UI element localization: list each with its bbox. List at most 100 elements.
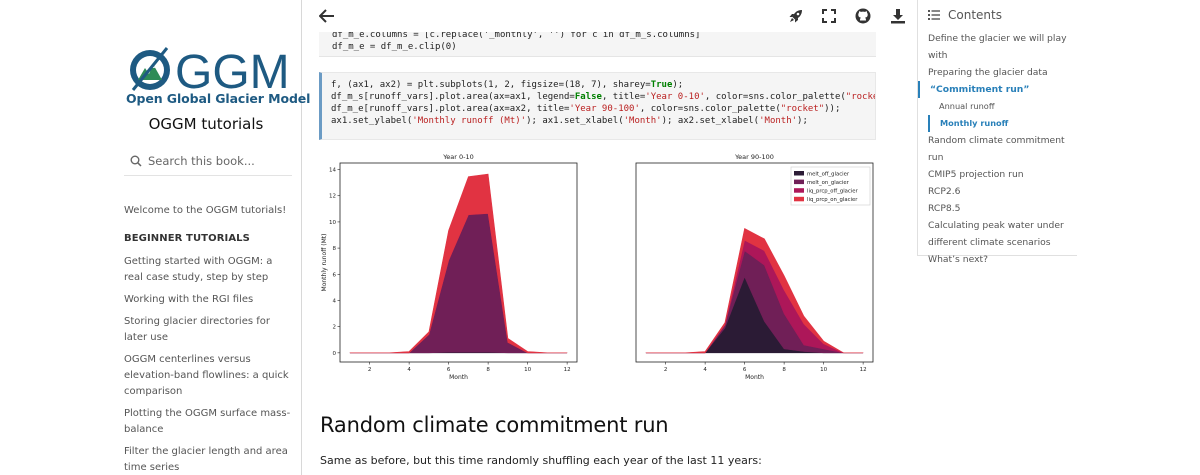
toc-item[interactable]: with: [928, 50, 948, 61]
code-token: df_m_e[runoff_vars].plot.area(ax=ax2, ti…: [331, 104, 570, 114]
code-token: ); ax2.set_xlabel(: [661, 116, 760, 126]
code-token: df_m_s[runoff_vars].plot.area(ax=ax1, le…: [331, 92, 575, 102]
legend-label: liq_prcp_off_glacier: [807, 189, 859, 195]
chart-title: Year 0-10: [442, 153, 474, 161]
x-tick-label: 6: [743, 367, 747, 373]
x-axis-label: Month: [449, 374, 468, 381]
x-tick-label: 8: [782, 367, 786, 373]
section-paragraph: Same as before, but this time randomly s…: [320, 454, 762, 467]
x-tick-label: 10: [524, 367, 531, 373]
code-line: df_m_e = df_m_e.clip(0): [332, 42, 457, 52]
code-token: 'Monthly runoff (Mt)': [412, 116, 527, 126]
oggm-logo[interactable]: GGM: [125, 38, 291, 108]
nav-item-storing-gdirs[interactable]: Storing glacier directories for later us…: [124, 316, 271, 343]
nav-item-centerlines[interactable]: OGGM centerlines versus elevation-band f…: [124, 354, 289, 397]
nav-section-beginner: BEGINNER TUTORIALS: [124, 233, 250, 244]
search-box[interactable]: [124, 146, 292, 176]
toc-item[interactable]: Monthly runoff: [928, 115, 1078, 132]
toc-item[interactable]: Calculating peak water under: [928, 220, 1064, 231]
github-icon[interactable]: [852, 5, 874, 27]
legend-label: melt_on_glacier: [807, 180, 850, 186]
x-tick-label: 8: [486, 367, 490, 373]
y-tick-label: 14: [329, 168, 336, 174]
code-token: "rocket": [780, 104, 825, 114]
y-tick-label: 6: [333, 272, 337, 278]
toc-item[interactable]: Preparing the glacier data: [928, 67, 1048, 78]
area-series-liq_prcp_on_glacier: [645, 228, 864, 354]
code-token: ));: [824, 104, 841, 114]
code-token: "rocket: [845, 92, 875, 102]
legend-label: melt_off_glacier: [807, 171, 850, 177]
search-icon: [130, 155, 142, 167]
legend-swatch: [794, 196, 804, 202]
rocket-icon[interactable]: [785, 5, 807, 27]
x-axis-label: Month: [745, 374, 764, 381]
toc-item[interactable]: RCP8.5: [928, 203, 961, 214]
arrow-left-icon[interactable]: [317, 6, 337, 26]
code-line: f, (ax1, ax2) = plt.subplots(1, 2, figsi…: [331, 79, 875, 91]
code-token: 'Month': [623, 116, 662, 126]
code-cell-2[interactable]: f, (ax1, ax2) = plt.subplots(1, 2, figsi…: [319, 72, 876, 140]
site-title[interactable]: OGGM tutorials: [148, 115, 264, 133]
code-token: 'Year 90-100': [569, 104, 640, 114]
toc-item[interactable]: What’s next?: [928, 254, 988, 265]
topbar: [303, 0, 916, 32]
code-token: ); ax1.set_xlabel(: [526, 116, 624, 126]
runoff-figure: Year 0-10 2 4 6 8 10 12 Month 0 2 4 6 8 10 12 14 Monthly…: [321, 153, 874, 381]
code-line: df_m_e.columns = [c.replace('_monthly', …: [332, 32, 701, 40]
x-tick-label: 2: [368, 367, 372, 373]
legend-box: [790, 166, 871, 206]
code-cell-1[interactable]: df_m_e.columns = [c.replace('_monthly', …: [319, 32, 876, 57]
search-input[interactable]: [148, 153, 278, 168]
code-token: 'Year 0-10': [645, 92, 705, 102]
y-tick-label: 0: [333, 351, 337, 357]
x-tick-label: 12: [860, 367, 867, 373]
toc-item[interactable]: RCP2.6: [928, 186, 961, 197]
x-tick-label: 6: [447, 367, 451, 373]
code-token: , color=sns.color_palette(: [704, 92, 846, 102]
fullscreen-icon[interactable]: [818, 5, 840, 27]
y-tick-label: 8: [333, 246, 337, 252]
toc-item[interactable]: Random climate commitment run: [928, 135, 1065, 163]
nav-item-rgi-files[interactable]: Working with the RGI files: [124, 294, 254, 305]
x-tick-label: 10: [820, 367, 827, 373]
y-tick-label: 12: [329, 194, 336, 200]
code-line: df_m_s[runoff_vars].plot.area(ax=ax1, le…: [331, 91, 875, 103]
code-token: False: [574, 92, 602, 102]
nav-item-getting-started[interactable]: Getting started with OGGM: a real case s…: [124, 256, 273, 283]
y-tick-label: 2: [333, 325, 337, 331]
x-tick-label: 2: [664, 367, 668, 373]
logo-subtitle: Open Global Glacier Model: [126, 91, 311, 106]
legend-label: liq_prcp_on_glacier: [807, 197, 858, 203]
nav-item-mass-balance[interactable]: Plotting the OGGM surface mass-balance: [124, 408, 291, 435]
main-content: df_m_e.columns = [c.replace('_monthly', …: [303, 0, 916, 475]
legend-swatch: [794, 171, 804, 176]
section-heading: Random climate commitment run: [320, 413, 669, 437]
toc-item[interactable]: Annual runoff: [939, 101, 995, 111]
plot-frame: [339, 162, 578, 363]
x-tick-label: 4: [407, 367, 411, 373]
chart-title: Year 90-100: [734, 153, 774, 161]
toc-item[interactable]: “Commitment run”: [918, 81, 1078, 98]
nav-welcome[interactable]: Welcome to the OGGM tutorials!: [124, 205, 287, 216]
area-series-liq_prcp_on_glacier: [349, 173, 568, 354]
toc-item[interactable]: different climate scenarios: [928, 237, 1051, 248]
toc-item[interactable]: Define the glacier we will play: [928, 33, 1067, 44]
toc-item[interactable]: CMIP5 projection run: [928, 169, 1024, 180]
y-tick-label: 4: [333, 298, 337, 304]
download-icon[interactable]: [887, 5, 909, 27]
toc-panel: Contents Define the glacier we will play…: [917, 0, 1077, 265]
nav-item-filter-length[interactable]: Filter the glacier length and area time …: [124, 446, 288, 473]
x-tick-label: 12: [564, 367, 571, 373]
code-token: ax1.set_ylabel(: [331, 116, 413, 126]
sidebar-nav: Welcome to the OGGM tutorials! BEGINNER …: [124, 203, 294, 475]
plot-frame: [635, 162, 874, 363]
left-sidebar: GGM Open Global Glacier Model OGGM tutor…: [110, 0, 310, 475]
code-token: , color=sns.color_palette(: [639, 104, 781, 114]
y-tick-label: 10: [329, 220, 336, 226]
list-icon: [928, 10, 940, 20]
code-token: , title=: [601, 92, 646, 102]
logo-slash: [131, 47, 169, 91]
toc-list: Define the glacier we will play with Prepa…: [918, 30, 1078, 268]
